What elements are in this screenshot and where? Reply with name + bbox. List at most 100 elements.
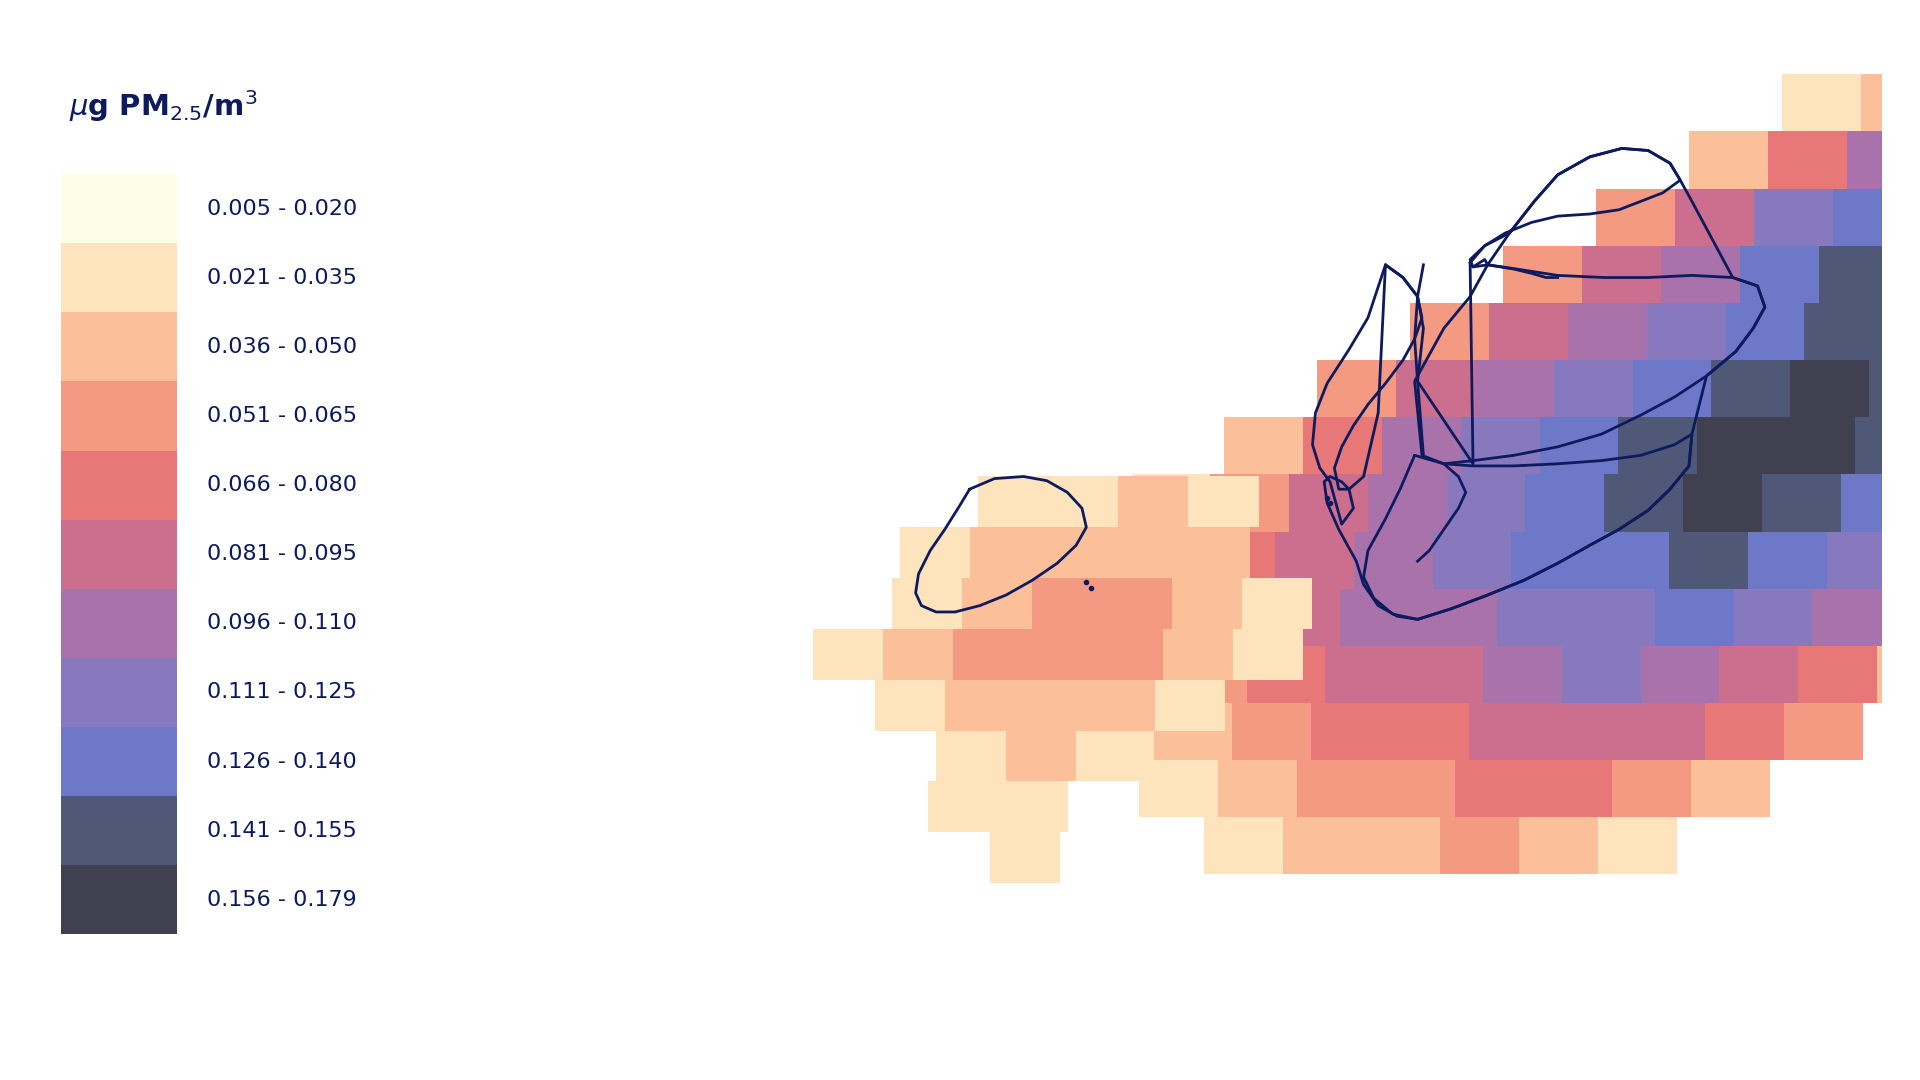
Bar [1304,417,1382,474]
Bar [1878,646,1920,703]
Bar [1897,246,1920,302]
Bar [1868,360,1920,417]
Bar [1298,760,1377,818]
Bar [1404,646,1482,703]
Bar [1776,417,1855,474]
Bar [1684,474,1763,531]
Bar [891,578,962,629]
Bar [1597,818,1676,875]
Bar [1283,818,1361,875]
Bar [1884,302,1920,360]
Text: 0.141 - 0.155: 0.141 - 0.155 [207,821,357,840]
Text: 0.066 - 0.080: 0.066 - 0.080 [207,475,357,495]
Bar [1446,474,1526,531]
Bar [1784,703,1862,760]
Bar [61,796,177,865]
Bar [1288,474,1367,531]
Bar [1025,589,1104,646]
Bar [1605,474,1684,531]
Bar [1031,578,1102,629]
Bar [900,527,970,578]
Bar [1782,75,1860,132]
Bar [1905,531,1920,589]
Bar [61,658,177,727]
Bar [1233,703,1311,760]
Text: 0.156 - 0.179: 0.156 - 0.179 [207,890,357,909]
Text: 0.111 - 0.125: 0.111 - 0.125 [207,683,357,702]
Bar [1490,302,1569,360]
Bar [1526,474,1605,531]
Text: 0.021 - 0.035: 0.021 - 0.035 [207,268,357,287]
Bar [1077,730,1146,781]
Bar [1834,189,1912,246]
Bar [1183,589,1261,646]
Bar [1553,360,1632,417]
Bar [1690,132,1768,189]
Bar [1390,703,1469,760]
Bar [1711,360,1789,417]
Bar [1740,246,1818,302]
Bar [1242,578,1311,629]
Bar [1912,189,1920,246]
Bar [1818,246,1897,302]
Bar [1139,760,1217,818]
Bar [1455,760,1534,818]
Bar [1632,360,1711,417]
Bar [1048,476,1119,527]
Bar [1154,703,1233,760]
Bar [1755,189,1834,246]
Bar [1511,531,1590,589]
Bar [1561,646,1640,703]
Bar [1540,417,1619,474]
Bar [1396,360,1475,417]
Bar [1361,818,1440,875]
Bar [1789,360,1868,417]
Bar [1475,360,1553,417]
Bar [1718,646,1799,703]
Bar [1498,589,1576,646]
Bar [1461,417,1540,474]
Bar [1154,679,1225,730]
Bar [1619,417,1697,474]
Bar [979,476,1048,527]
Bar [61,450,177,519]
Bar [1104,589,1183,646]
Bar [1246,646,1325,703]
Bar [1010,646,1089,703]
Bar [1826,531,1905,589]
Bar [970,527,1041,578]
Text: 0.051 - 0.065: 0.051 - 0.065 [207,406,357,426]
Bar [1041,527,1110,578]
Bar [1661,246,1740,302]
Bar [61,519,177,589]
Bar [989,832,1060,883]
Bar [1131,474,1210,531]
Bar [1432,531,1511,589]
Bar [1590,531,1668,589]
Bar [1311,703,1390,760]
Bar [1469,703,1548,760]
Bar [1503,246,1582,302]
Bar [61,865,177,934]
Bar [1089,646,1167,703]
Bar [1705,703,1784,760]
Bar [1596,189,1676,246]
Bar [1092,629,1164,679]
Bar [1275,531,1354,589]
Bar [1016,679,1085,730]
Bar [1847,132,1920,189]
Text: 0.036 - 0.050: 0.036 - 0.050 [207,337,357,356]
Bar [1261,589,1340,646]
Bar [1548,703,1626,760]
Bar [1225,417,1304,474]
Bar [1891,589,1920,646]
Bar [1768,132,1847,189]
Bar [1860,75,1920,132]
Bar [1419,589,1498,646]
Bar [1640,646,1718,703]
Bar [1812,589,1891,646]
Bar [61,727,177,796]
Bar [998,781,1068,832]
Bar [1217,760,1298,818]
Bar [1668,531,1747,589]
